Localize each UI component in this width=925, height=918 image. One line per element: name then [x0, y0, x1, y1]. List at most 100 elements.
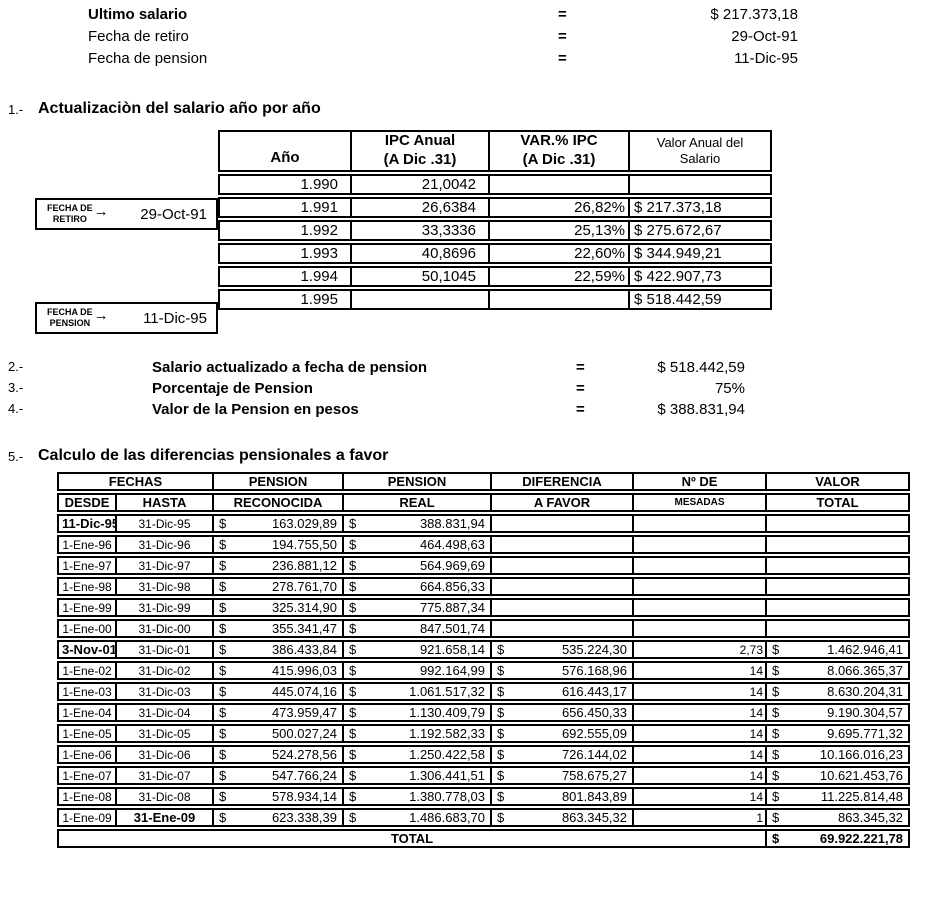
cell-diferencia: $863.345,32	[492, 808, 635, 827]
summary-label: Ultimo salario	[88, 6, 188, 23]
currency-symbol: $	[219, 810, 227, 825]
currency-symbol: $	[219, 705, 227, 720]
pension-table-row: 1-Ene-03 31-Dic-03 $445.074,16 $1.061.517,3…	[57, 682, 911, 701]
header-desde: DESDE	[57, 493, 117, 512]
currency-symbol: $	[349, 516, 357, 531]
cell-reconocida: $415.996,03	[214, 661, 345, 680]
currency-symbol: $	[349, 810, 357, 825]
cell-ano: 1.994	[218, 265, 352, 287]
cell-var	[490, 288, 630, 310]
currency-symbol: $	[497, 810, 505, 825]
cell-mesadas	[634, 514, 768, 533]
currency-symbol: $	[349, 684, 357, 699]
cell-desde: 1-Ene-98	[57, 577, 117, 596]
cell-mesadas: 14	[634, 787, 768, 806]
cell-mesadas: 14	[634, 703, 768, 722]
cell-desde: 1-Ene-03	[57, 682, 117, 701]
currency-symbol: $	[497, 789, 505, 804]
cell-hasta: 31-Dic-00	[117, 619, 215, 638]
cell-real: $1.061.517,32	[344, 682, 493, 701]
header-ano: Año	[218, 130, 352, 172]
pension-differences-table: FECHAS PENSION PENSION DIFERENCIA Nº DE …	[57, 470, 911, 850]
cell-var	[490, 173, 630, 195]
currency-symbol: $	[219, 537, 227, 552]
cell-var: 26,82%	[490, 196, 630, 218]
currency-symbol: $	[497, 642, 505, 657]
cell-reconocida: $325.314,90	[214, 598, 345, 617]
equals-sign: =	[558, 6, 567, 23]
header-reconocida: RECONOCIDA	[214, 493, 345, 512]
currency-symbol: $	[219, 642, 227, 657]
cell-var: 22,60%	[490, 242, 630, 264]
cell-total: $10.621.453,76	[767, 766, 911, 785]
currency-symbol: $	[497, 705, 505, 720]
pension-table-row: 1-Ene-06 31-Dic-06 $524.278,56 $1.250.422,5…	[57, 745, 911, 764]
cell-diferencia: $616.443,17	[492, 682, 635, 701]
currency-symbol: $	[219, 600, 227, 615]
pension-table-row: 1-Ene-08 31-Dic-08 $578.934,14 $1.380.778,0…	[57, 787, 911, 806]
salary-update-table: Año IPC Anual (A Dic .31) VAR.% IPC (A D…	[218, 128, 772, 312]
currency-symbol: $	[497, 747, 505, 762]
cell-var: 22,59%	[490, 265, 630, 287]
salary-table-row: 1.993 40,8696 22,60% $ 344.949,21	[218, 242, 772, 264]
cell-total	[767, 577, 911, 596]
pension-table-row: 1-Ene-00 31-Dic-00 $355.341,47 $847.501,74	[57, 619, 911, 638]
cell-total	[767, 598, 911, 617]
salary-table-row: 1.994 50,1045 22,59% $ 422.907,73	[218, 265, 772, 287]
currency-symbol: $	[219, 663, 227, 678]
section1-number: 1.-	[8, 102, 24, 117]
salary-table-row: 1.992 33,3336 25,13% $ 275.672,67	[218, 219, 772, 241]
cell-mesadas: 14	[634, 661, 768, 680]
cell-mesadas	[634, 598, 768, 617]
currency-symbol: $	[772, 705, 780, 720]
total-label: TOTAL	[57, 829, 768, 848]
currency-symbol: $	[497, 663, 505, 678]
cell-real: $921.658,14	[344, 640, 493, 659]
cell-diferencia: $726.144,02	[492, 745, 635, 764]
cell-ano: 1.990	[218, 173, 352, 195]
salary-table-header-row: Año IPC Anual (A Dic .31) VAR.% IPC (A D…	[218, 130, 772, 172]
cell-real: $1.130.409,79	[344, 703, 493, 722]
arrow-right-icon: →	[93, 306, 109, 324]
currency-symbol: $	[772, 684, 780, 699]
summary-value: 29-Oct-91	[731, 28, 798, 45]
cell-desde: 1-Ene-96	[57, 535, 117, 554]
cell-total	[767, 619, 911, 638]
cell-hasta: 31-Dic-07	[117, 766, 215, 785]
cell-mesadas	[634, 535, 768, 554]
cell-total: $9.190.304,57	[767, 703, 911, 722]
currency-symbol: $	[772, 768, 780, 783]
cell-ipc: 40,8696	[352, 242, 490, 264]
currency-symbol: $	[219, 768, 227, 783]
cell-reconocida: $163.029,89	[214, 514, 345, 533]
cell-real: $388.831,94	[344, 514, 493, 533]
cell-mesadas: 2,73	[634, 640, 768, 659]
item-value: $ 518.442,59	[657, 359, 745, 376]
cell-mesadas	[634, 619, 768, 638]
cell-hasta: 31-Dic-98	[117, 577, 215, 596]
currency-symbol: $	[349, 663, 357, 678]
currency-symbol: $	[219, 579, 227, 594]
cell-hasta: 31-Dic-08	[117, 787, 215, 806]
cell-reconocida: $578.934,14	[214, 787, 345, 806]
item-row: 2.- Salario actualizado a fecha de pensi…	[0, 359, 925, 379]
item-label: Salario actualizado a fecha de pension	[152, 359, 428, 376]
cell-total: $11.225.814,48	[767, 787, 911, 806]
cell-mesadas	[634, 556, 768, 575]
cell-diferencia: $692.555,09	[492, 724, 635, 743]
cell-real: $464.498,63	[344, 535, 493, 554]
cell-total	[767, 535, 911, 554]
cell-real: $992.164,99	[344, 661, 493, 680]
currency-symbol: $	[219, 684, 227, 699]
fecha-retiro-date: 29-Oct-91	[140, 205, 207, 223]
cell-reconocida: $194.755,50	[214, 535, 345, 554]
currency-symbol: $	[349, 579, 357, 594]
currency-symbol: $	[219, 516, 227, 531]
item-value: 75%	[714, 380, 745, 397]
cell-diferencia: $758.675,27	[492, 766, 635, 785]
cell-diferencia	[492, 535, 635, 554]
equals-sign: =	[576, 380, 585, 397]
cell-desde: 1-Ene-00	[57, 619, 117, 638]
cell-ipc	[352, 288, 490, 310]
